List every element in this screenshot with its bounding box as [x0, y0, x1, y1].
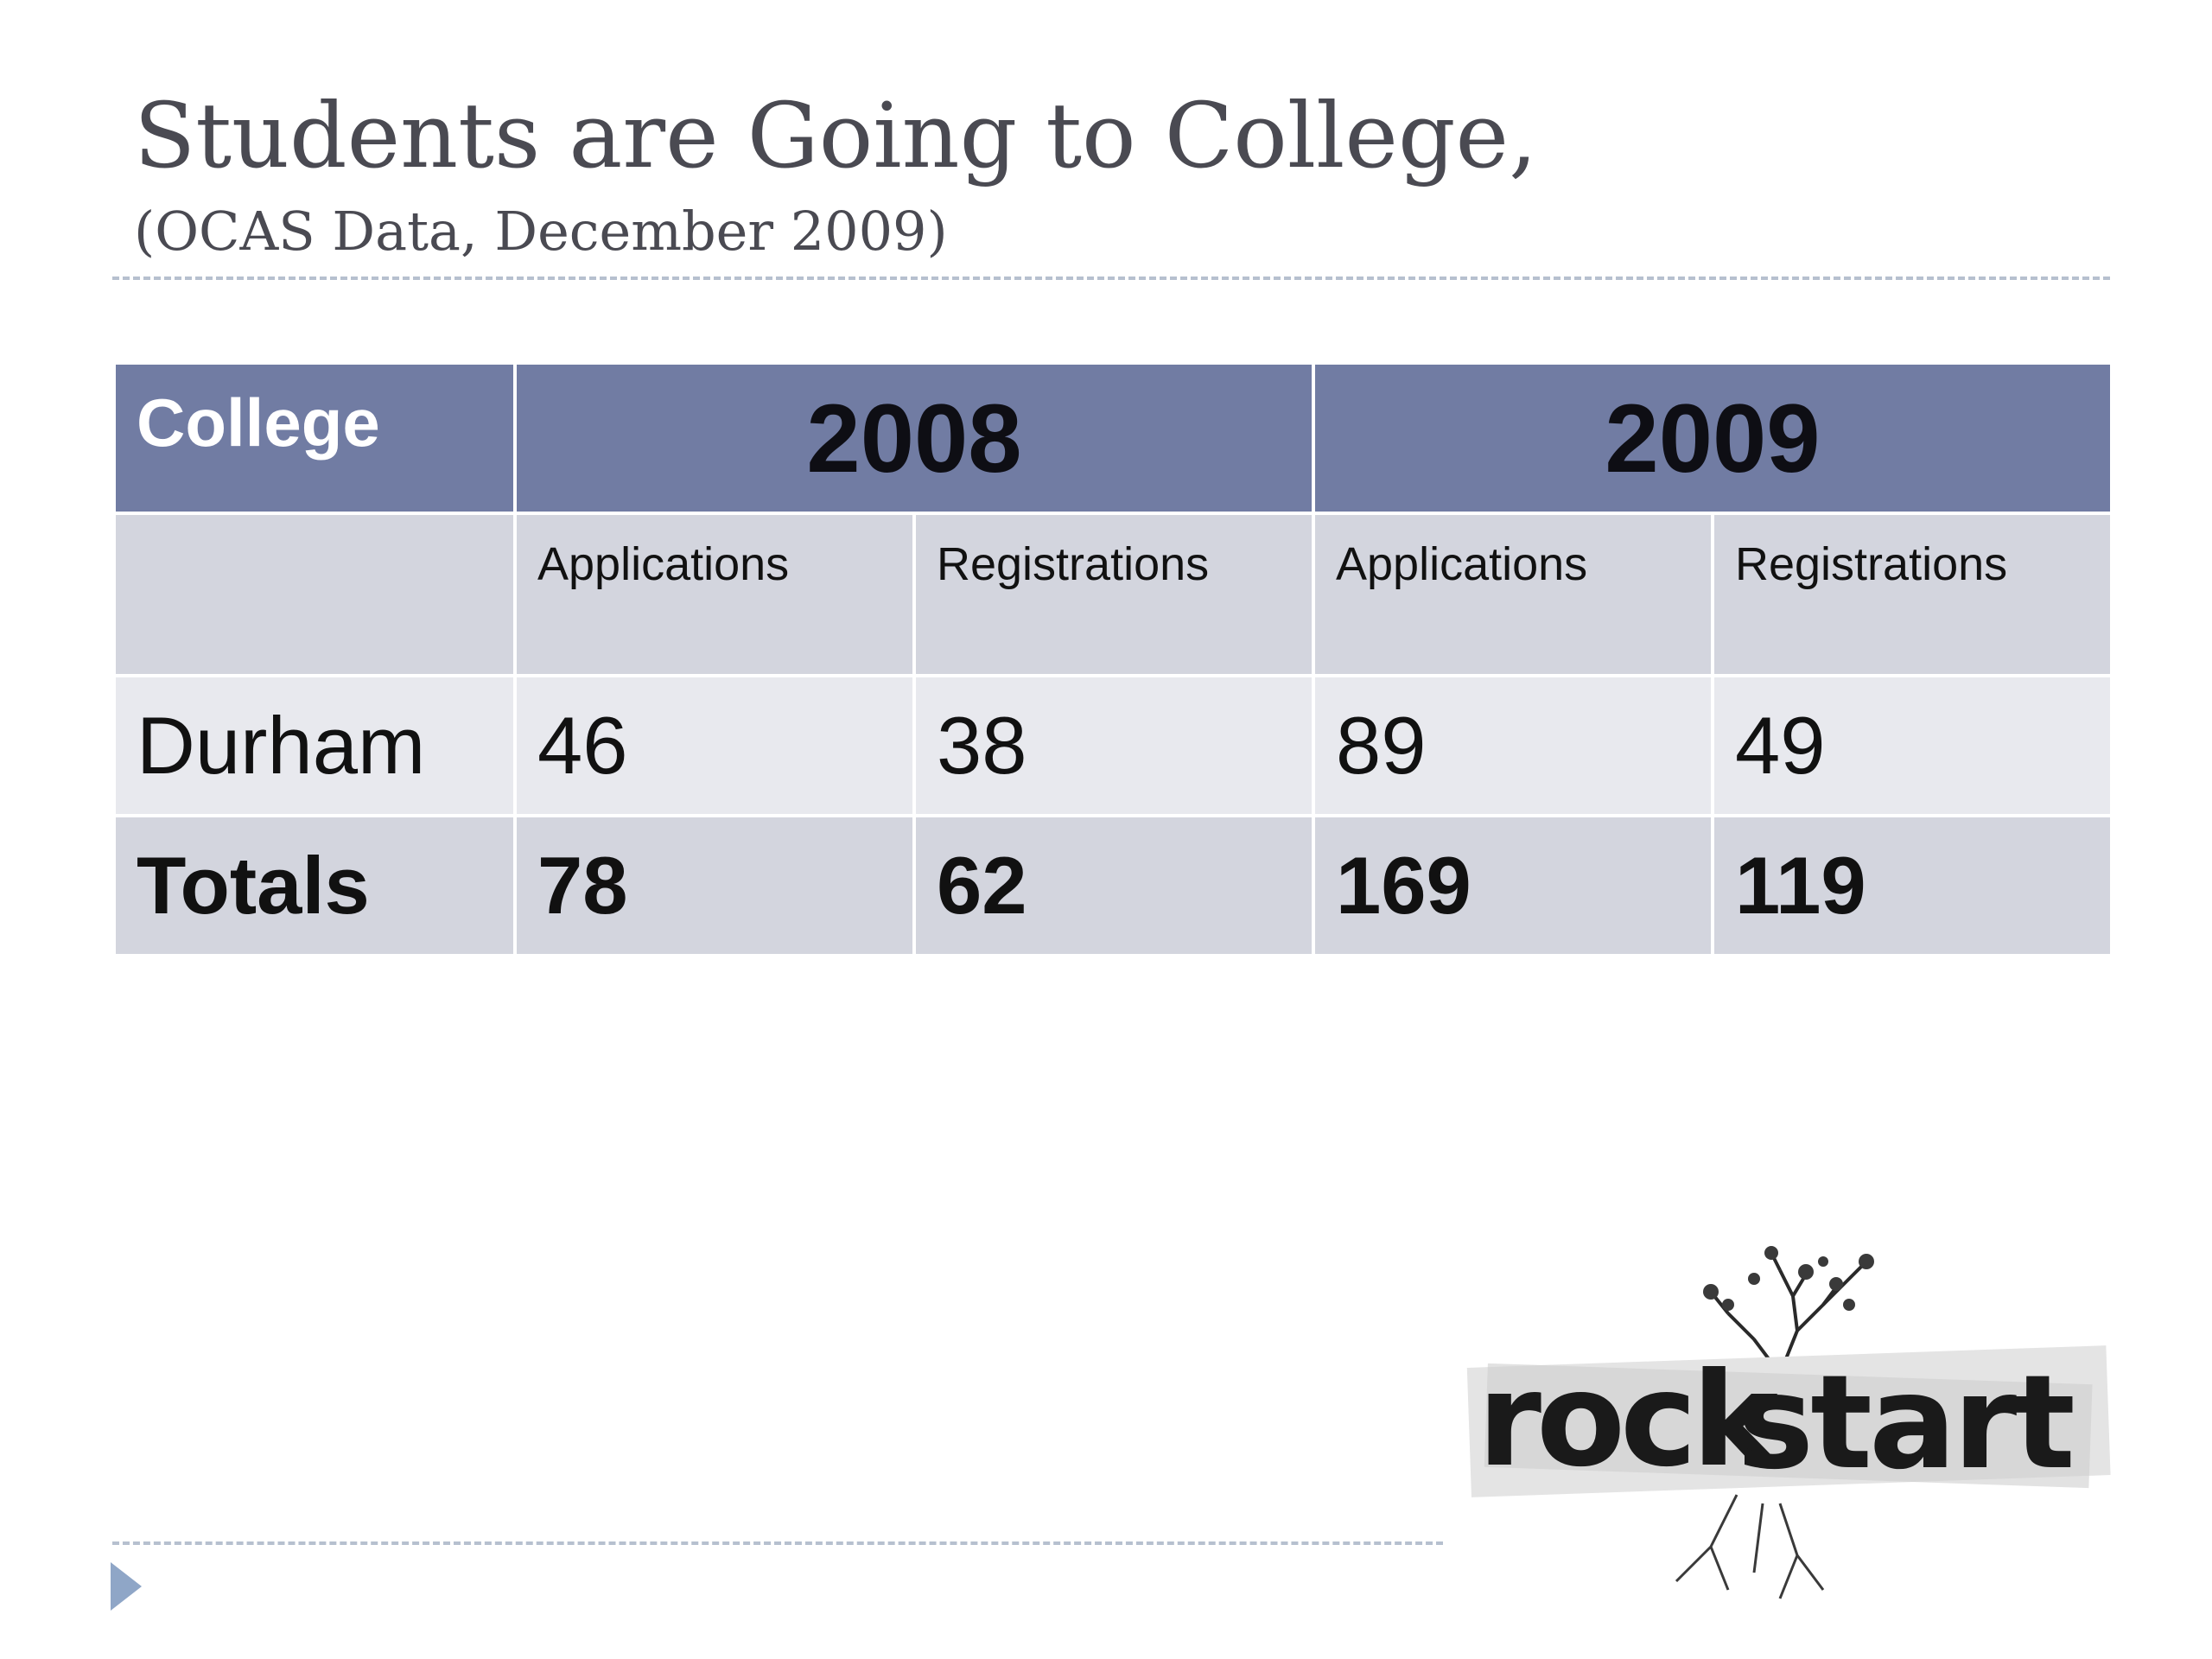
subheader-registrations-2008: Registrations — [912, 512, 1315, 677]
subheader-empty-cell — [112, 512, 517, 677]
row-label-totals: Totals — [112, 814, 517, 957]
table-row: Totals 78 62 169 119 — [112, 814, 2113, 957]
slide-title: Students are Going to College, — [134, 83, 1538, 188]
durham-applications-2009: 89 — [1312, 674, 1714, 817]
durham-applications-2008: 46 — [513, 674, 916, 817]
tree-foliage-icon — [1703, 1246, 1874, 1311]
logo-text-rock: rock — [1478, 1345, 1781, 1496]
totals-applications-2009: 169 — [1312, 814, 1714, 957]
totals-applications-2008: 78 — [513, 814, 916, 957]
year-2009-header: 2009 — [1312, 361, 2113, 515]
totals-registrations-2009: 119 — [1711, 814, 2113, 957]
durham-registrations-2009: 49 — [1711, 674, 2113, 817]
title-divider — [112, 276, 2110, 280]
table-row: Durham 46 38 89 49 — [112, 674, 2113, 817]
subheader-applications-2009: Applications — [1312, 512, 1714, 677]
college-column-header: College — [112, 361, 517, 515]
year-2008-header: 2008 — [513, 361, 1315, 515]
logo-text-start: start — [1737, 1348, 2073, 1498]
table-subheader-row: Applications Registrations Applications … — [112, 512, 2113, 677]
rockstart-logo: rock start — [1466, 1246, 2111, 1599]
row-label-durham: Durham — [112, 674, 517, 817]
table-header-row: College 2008 2009 — [112, 361, 2113, 515]
totals-registrations-2008: 62 — [912, 814, 1315, 957]
tree-roots-icon — [1675, 1494, 1825, 1599]
college-data-table: College 2008 2009 Applications Registrat… — [112, 361, 2113, 957]
triangle-right-icon[interactable] — [111, 1562, 142, 1611]
subheader-applications-2008: Applications — [513, 512, 916, 677]
subheader-registrations-2009: Registrations — [1711, 512, 2113, 677]
slide-subtitle: (OCAS Data, December 2009) — [134, 200, 948, 263]
footer-divider — [112, 1541, 1443, 1545]
durham-registrations-2008: 38 — [912, 674, 1315, 817]
